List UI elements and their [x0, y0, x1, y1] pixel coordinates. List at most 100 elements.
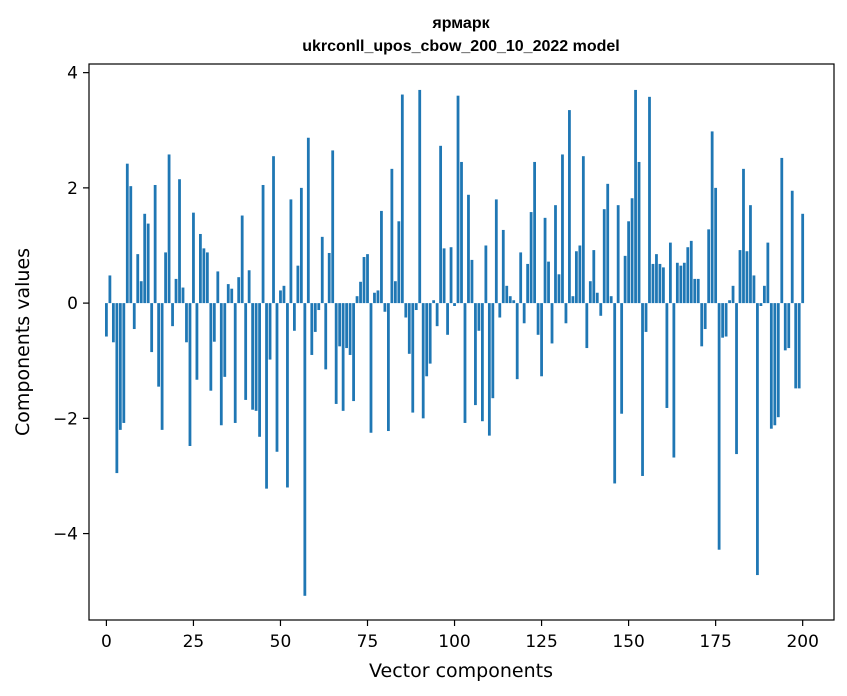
bar — [195, 303, 199, 380]
bar — [599, 303, 603, 316]
y-tick-label: 4 — [67, 64, 78, 84]
bar — [393, 281, 397, 304]
x-tick-label: 125 — [525, 632, 557, 652]
bar — [665, 303, 669, 408]
bar — [595, 292, 599, 304]
bar — [762, 285, 766, 304]
bar — [613, 303, 617, 484]
bar — [501, 229, 505, 304]
bar — [421, 303, 425, 419]
bar — [233, 303, 237, 423]
bar — [171, 303, 174, 327]
x-tick-label: 200 — [786, 632, 818, 652]
bar — [122, 303, 126, 423]
bar — [780, 157, 784, 304]
bar — [205, 252, 209, 304]
bar — [268, 303, 272, 360]
bar — [299, 187, 303, 304]
bar — [181, 287, 185, 304]
bar — [425, 303, 429, 377]
bar — [143, 213, 147, 304]
bar — [265, 303, 268, 489]
bar — [693, 278, 697, 304]
bar — [536, 303, 540, 335]
bar — [578, 245, 582, 304]
bar — [574, 251, 578, 304]
bar — [627, 221, 630, 304]
bar — [707, 229, 711, 304]
bar — [766, 242, 770, 304]
bar — [293, 303, 296, 331]
bar — [320, 236, 324, 304]
x-tick-label: 150 — [612, 632, 644, 652]
bar — [557, 274, 561, 304]
bar — [543, 217, 547, 304]
bar — [749, 205, 752, 304]
bar — [519, 252, 523, 304]
bar — [327, 252, 331, 304]
bar — [209, 303, 213, 391]
bar — [435, 303, 439, 327]
bar — [484, 245, 488, 304]
bar — [324, 303, 328, 370]
y-tick-label: 0 — [67, 294, 78, 314]
bar — [348, 303, 352, 355]
bar — [529, 212, 533, 304]
bar — [160, 303, 164, 430]
bar — [261, 184, 265, 304]
bar — [686, 247, 690, 304]
bar — [794, 303, 798, 389]
bar — [136, 254, 140, 304]
bar — [366, 254, 369, 304]
bar — [376, 290, 380, 304]
bar — [362, 257, 366, 304]
bar — [153, 184, 157, 304]
bar — [118, 303, 122, 430]
bar — [219, 303, 223, 426]
bar — [585, 303, 589, 349]
bar — [407, 303, 411, 354]
y-tick-label: 2 — [67, 179, 78, 199]
bar — [494, 199, 498, 304]
bar — [383, 303, 387, 312]
bar — [373, 292, 376, 304]
bar — [679, 265, 683, 304]
bar — [359, 281, 362, 304]
bar — [432, 300, 436, 304]
bar — [212, 303, 216, 342]
bar — [237, 277, 241, 304]
bar — [178, 179, 181, 304]
bar — [592, 250, 596, 304]
bar — [634, 89, 637, 304]
bar — [470, 259, 474, 304]
bar — [540, 303, 543, 377]
bar — [223, 303, 227, 377]
y-axis-ticks: −4 −2 0 2 4 — [53, 64, 89, 545]
bar — [240, 215, 244, 304]
chart-title-line-1: ярмарк — [431, 15, 490, 32]
bar — [637, 161, 641, 304]
bar — [174, 278, 178, 304]
bar — [352, 303, 355, 402]
bar — [157, 303, 161, 387]
x-tick-label: 75 — [357, 632, 379, 652]
bar — [487, 303, 491, 436]
bar — [550, 303, 554, 344]
bar — [313, 303, 317, 332]
y-tick-label: −2 — [53, 409, 78, 429]
bar — [752, 275, 756, 304]
x-tick-label: 175 — [699, 632, 731, 652]
bar — [801, 213, 805, 304]
bar — [481, 303, 484, 422]
bar — [150, 303, 154, 353]
bar — [286, 303, 289, 488]
bar — [334, 303, 338, 404]
bar — [787, 303, 791, 349]
bar — [341, 303, 345, 411]
bar — [390, 168, 394, 304]
bar — [474, 303, 477, 406]
bar — [310, 303, 314, 355]
bar — [675, 262, 679, 304]
bar — [745, 251, 749, 304]
bar — [533, 161, 536, 304]
